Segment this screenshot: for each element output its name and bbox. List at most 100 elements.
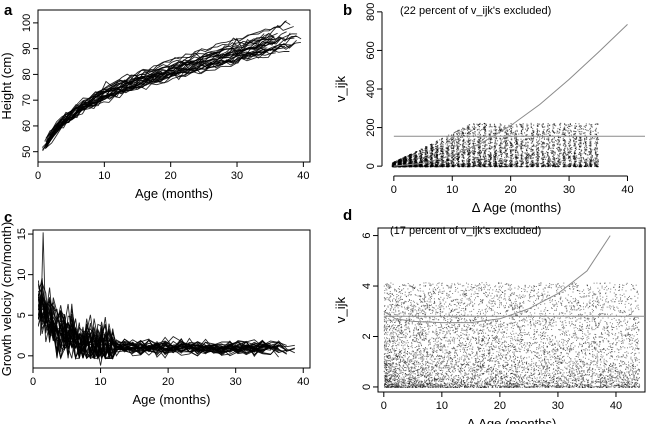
scatter-point [575, 127, 577, 129]
scatter-point [562, 145, 564, 147]
scatter-point [420, 166, 422, 168]
scatter-point [430, 164, 432, 166]
scatter-point [504, 160, 506, 162]
scatter-point [422, 160, 424, 162]
scatter-point [413, 153, 415, 155]
scatter-point [427, 164, 429, 166]
scatter-point [409, 156, 411, 158]
scatter-point [510, 145, 512, 147]
scatter-point [425, 155, 427, 157]
scatter-point [468, 148, 470, 150]
scatter-point [468, 133, 470, 135]
y-tick-label: 50 [21, 146, 33, 158]
scatter-point [530, 123, 532, 125]
scatter-point [408, 155, 410, 157]
scatter-point [466, 151, 468, 153]
scatter-point [500, 166, 502, 168]
scatter-point [505, 134, 507, 136]
scatter-point [594, 129, 596, 131]
scatter-point [392, 163, 394, 165]
scatter-point [393, 161, 395, 163]
scatter-point [546, 154, 548, 156]
scatter-point [597, 137, 599, 139]
scatter-point [500, 153, 502, 155]
scatter-point [453, 146, 455, 148]
scatter-point [576, 141, 578, 143]
scatter-point [432, 154, 434, 156]
scatter-point [562, 163, 564, 165]
scatter-point [501, 155, 503, 157]
scatter-point [573, 134, 575, 136]
scatter-point [456, 150, 458, 152]
scatter-point [511, 132, 513, 134]
scatter-point [494, 141, 496, 143]
scatter-point [488, 130, 490, 132]
scatter-point [453, 150, 455, 152]
scatter-point [452, 140, 454, 142]
scatter-point [557, 166, 559, 168]
scatter-point [447, 155, 449, 157]
scatter-point [585, 150, 587, 152]
scatter-point [584, 150, 586, 152]
scatter-point [473, 156, 475, 158]
scatter-point [516, 157, 518, 159]
scatter-point [527, 161, 529, 163]
scatter-point [536, 131, 538, 133]
scatter-point [415, 157, 417, 159]
height-series [47, 31, 287, 140]
height-series [42, 45, 277, 150]
scatter-point [452, 158, 454, 160]
scatter-point [493, 153, 495, 155]
scatter-point [510, 165, 512, 167]
scatter-point [596, 141, 598, 143]
scatter-point [555, 162, 557, 164]
scatter-point [452, 147, 454, 149]
scatter-point [442, 156, 444, 158]
scatter-point [596, 154, 598, 156]
scatter-point [485, 130, 487, 132]
scatter-point [452, 164, 454, 166]
scatter-point [564, 146, 566, 148]
scatter-point [578, 131, 580, 133]
scatter-point [493, 129, 495, 131]
scatter-point [575, 123, 577, 125]
scatter-point [573, 163, 575, 165]
scatter-point [556, 162, 558, 164]
scatter-point [552, 165, 554, 167]
y-tick-label: 60 [21, 120, 33, 132]
scatter-point [455, 157, 457, 159]
scatter-point [562, 139, 564, 141]
scatter-point [596, 150, 598, 152]
scatter-point [505, 144, 507, 146]
scatter-point [564, 148, 566, 150]
scatter-point [469, 124, 471, 126]
scatter-point [530, 122, 532, 124]
scatter-point [414, 155, 416, 157]
scatter-point [564, 142, 566, 144]
scatter-point [408, 162, 410, 164]
scatter-point [472, 151, 474, 153]
scatter-point [485, 162, 487, 164]
scatter-point [458, 163, 460, 165]
scatter-point [453, 132, 455, 134]
scatter-point [583, 142, 585, 144]
scatter-point [468, 142, 470, 144]
scatter-point [462, 162, 464, 164]
scatter-point [497, 140, 499, 142]
panel-label-a: a [4, 2, 13, 19]
scatter-point [453, 155, 455, 157]
scatter-point [526, 153, 528, 155]
scatter-point [425, 161, 427, 163]
scatter-point [493, 157, 495, 159]
scatter-point [593, 162, 595, 164]
scatter-point [587, 157, 589, 159]
scatter-point [520, 124, 522, 126]
scatter-point [458, 156, 460, 158]
scatter-point [487, 164, 489, 166]
scatter-point [452, 153, 454, 155]
scatter-point [490, 147, 492, 149]
scatter-point [549, 162, 551, 164]
scatter-point [542, 126, 544, 128]
scatter-point [414, 161, 416, 163]
scatter-point [532, 128, 534, 130]
